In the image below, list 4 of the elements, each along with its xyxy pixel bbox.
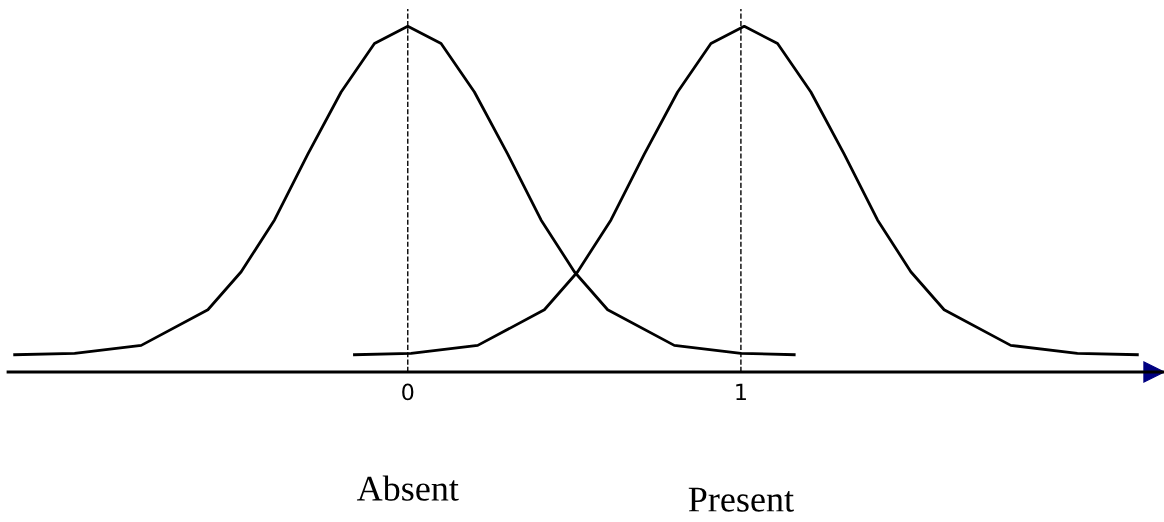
text: Absent (356, 475, 459, 501)
x-tick-label: 1 (736, 383, 746, 400)
x-tick-label: 0 (402, 383, 414, 401)
text: Present (688, 487, 794, 512)
